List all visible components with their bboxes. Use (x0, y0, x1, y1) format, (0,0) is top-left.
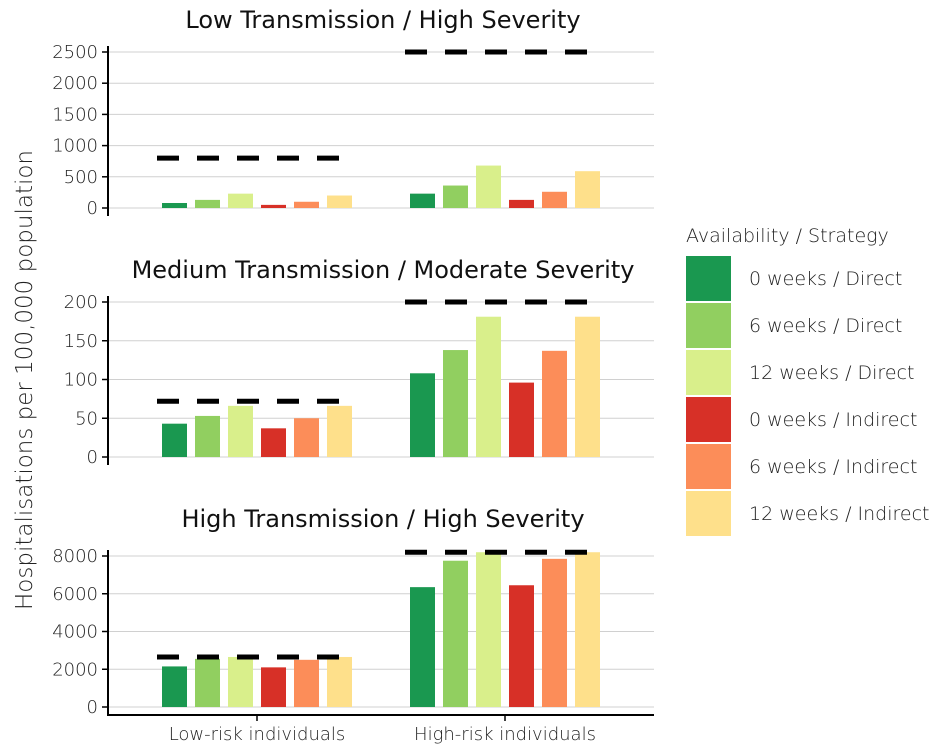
y-tick-label: 2000 (52, 659, 98, 680)
bar (195, 416, 220, 457)
bar (410, 194, 435, 208)
bar (294, 202, 319, 208)
legend-label: 6 weeks / Indirect (749, 456, 917, 478)
panel-title: Medium Transmission / Moderate Severity (132, 256, 635, 284)
bar (327, 406, 352, 457)
bar (228, 194, 253, 208)
x-tick-label: Low-risk individuals (169, 724, 346, 745)
bar (294, 660, 319, 707)
panel-title: Low Transmission / High Severity (185, 6, 580, 34)
bar (509, 585, 534, 707)
legend-swatch (686, 256, 731, 301)
bar (509, 200, 534, 208)
bar (542, 192, 567, 208)
legend-item: 0 weeks / Direct (686, 256, 902, 301)
bar (162, 203, 187, 208)
bar (327, 657, 352, 707)
bar (327, 196, 352, 208)
y-tick-label: 0 (87, 447, 98, 468)
bar (228, 406, 253, 457)
bar (195, 200, 220, 208)
bar (575, 171, 600, 208)
legend-item: 6 weeks / Indirect (686, 444, 917, 489)
panels: Low Transmission / High Severity05001000… (52, 6, 654, 745)
y-tick-label: 6000 (52, 584, 98, 605)
bar (542, 351, 567, 457)
bar (542, 559, 567, 707)
y-tick-label: 0 (87, 198, 98, 219)
legend-item: 0 weeks / Indirect (686, 397, 917, 442)
bar (195, 659, 220, 707)
y-tick-label: 2000 (52, 73, 98, 94)
y-tick-label: 200 (64, 292, 98, 313)
legend-swatch (686, 303, 731, 348)
legend-item: 12 weeks / Direct (686, 350, 914, 395)
legend-label: 6 weeks / Direct (749, 315, 902, 337)
bar (443, 561, 468, 707)
y-tick-label: 0 (87, 697, 98, 718)
bar (443, 350, 468, 457)
bar (162, 424, 187, 457)
bar (261, 428, 286, 457)
legend-label: 0 weeks / Direct (749, 268, 902, 290)
bar (476, 166, 501, 208)
panel-3: High Transmission / High Severity 0 2000 40… (52, 505, 654, 718)
bar (294, 418, 319, 457)
legend-title: Availability / Strategy (686, 225, 889, 247)
bar (476, 552, 501, 707)
legend-item: 12 weeks / Indirect (686, 491, 929, 536)
bar (509, 383, 534, 457)
bar (162, 666, 187, 707)
y-tick-label: 100 (64, 370, 98, 391)
legend-swatch (686, 444, 731, 489)
legend-label: 12 weeks / Direct (749, 362, 914, 384)
legend-swatch (686, 491, 731, 536)
y-tick-label: 4000 (52, 622, 98, 643)
bar (228, 657, 253, 707)
y-tick-label: 1500 (52, 104, 98, 125)
y-tick-label: 1000 (52, 136, 98, 157)
panel-1: Low Transmission / High Severity 0 500 1000… (52, 6, 654, 219)
legend-swatch (686, 350, 731, 395)
bar (575, 317, 600, 457)
y-tick-label: 2500 (52, 42, 98, 63)
panel-2: Medium Transmission / Moderate Severity 0… (64, 256, 654, 468)
bar (261, 205, 286, 208)
y-tick-label: 50 (75, 408, 98, 429)
bar (476, 317, 501, 457)
bar (410, 373, 435, 457)
bar (410, 587, 435, 707)
legend: Availability / Strategy 0 weeks / Direct… (686, 225, 929, 536)
legend-label: 12 weeks / Indirect (749, 503, 929, 525)
bar (575, 552, 600, 707)
bar (261, 667, 286, 707)
y-axis-title: Hospitalisations per 100,000 population (12, 150, 38, 610)
legend-swatch (686, 397, 731, 442)
y-tick-label: 500 (64, 167, 98, 188)
y-tick-label: 8000 (52, 546, 98, 567)
y-tick-label: 150 (64, 331, 98, 352)
bar (443, 186, 468, 208)
legend-item: 6 weeks / Direct (686, 303, 902, 348)
legend-label: 0 weeks / Indirect (749, 409, 917, 431)
panel-title: High Transmission / High Severity (181, 505, 584, 533)
x-tick-label: High-risk individuals (414, 724, 596, 745)
